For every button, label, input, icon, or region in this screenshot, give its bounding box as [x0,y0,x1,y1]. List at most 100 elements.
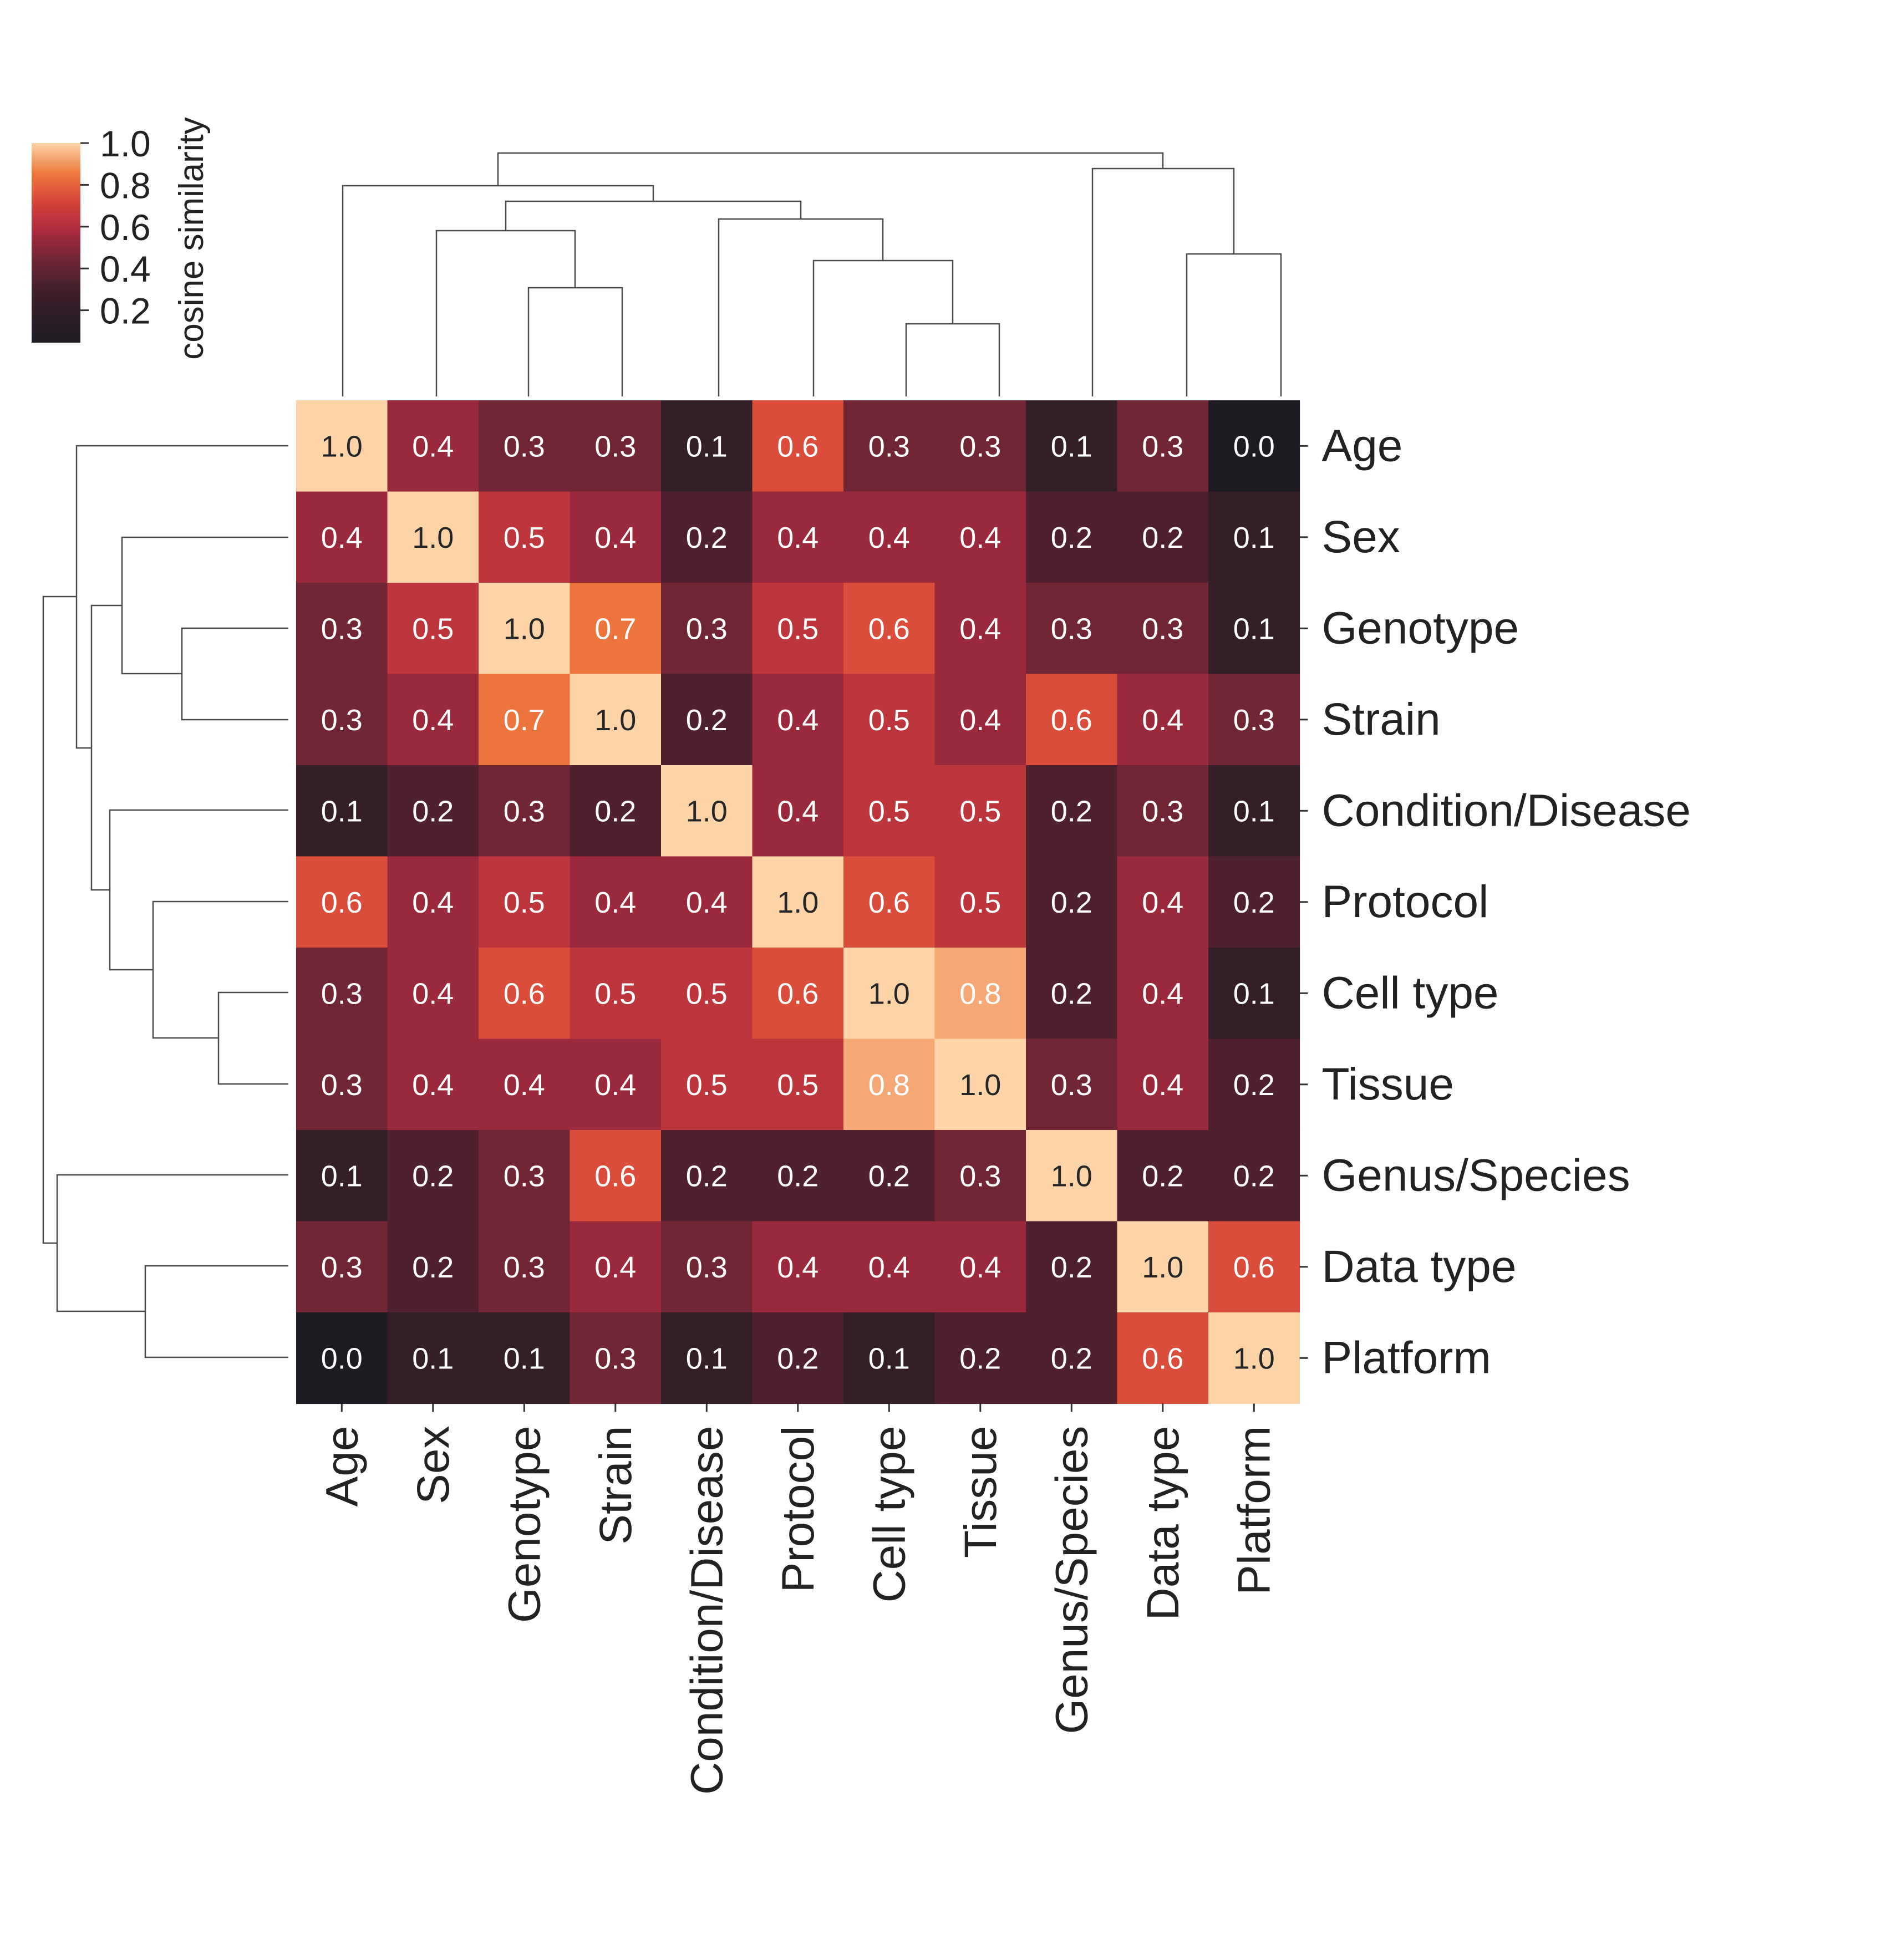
heatmap-cell [479,583,571,675]
column-label: Strain [591,1426,641,1545]
cell-value: 0.0 [321,1342,363,1375]
cell-value: 0.7 [504,704,545,737]
heatmap-cell [570,1038,662,1131]
cell-value: 0.6 [868,886,910,919]
heatmap-cell [296,1130,388,1222]
cell-value: 0.5 [686,977,728,1010]
cell-value: 0.2 [1233,1159,1275,1193]
cell-value: 0.4 [1142,886,1183,919]
dendrogram-link [435,230,576,396]
heatmap-cell [1117,948,1209,1040]
heatmap-cell [296,948,388,1040]
cell-value: 0.4 [412,1068,454,1102]
cell-value: 0.2 [959,1342,1001,1375]
cell-value: 0.4 [594,1068,636,1102]
heatmap-cell [752,1130,844,1222]
heatmap-cell [752,674,844,766]
cell-value: 0.8 [868,1068,910,1102]
heatmap-cell [661,491,753,583]
top-dendrogram [342,152,1282,396]
heatmap-cell [1026,856,1118,948]
cell-value: 0.3 [686,612,728,645]
heatmap-cell [1208,765,1300,857]
cell-value: 0.5 [686,1068,728,1102]
heatmap-cell [479,1130,571,1222]
dendrogram-link [905,323,1000,396]
cell-value: 0.3 [321,704,363,737]
heatmap-cell [752,1221,844,1313]
cell-value: 0.4 [412,977,454,1010]
heatmap-cell [1117,400,1209,492]
cell-value: 1.0 [504,612,545,645]
dendrogram-link [42,595,77,1244]
heatmap-cell [1026,491,1118,583]
dendrogram-link [718,218,884,396]
dendrogram-link [505,200,802,231]
heatmap-cell [661,1130,753,1222]
cell-value: 0.2 [686,704,728,737]
column-label: Cell type [864,1426,914,1603]
cell-value: 0.3 [504,1159,545,1193]
cell-value: 0.5 [777,612,819,645]
heatmap-cell [296,1038,388,1131]
heatmap-cell [1026,583,1118,675]
cell-value: 0.4 [594,1251,636,1284]
heatmap-cell [934,1130,1026,1222]
heatmap-cell [934,1038,1026,1131]
row-label: Genus/Species [1322,1150,1630,1200]
heatmap-cell [570,948,662,1040]
heatmap-cell [661,948,753,1040]
heatmap-cell [296,765,388,857]
heatmap-cell [661,400,753,492]
colorbar-tick-label: 0.6 [100,207,151,248]
cell-annotations: 1.0 0.4 0.3 0.3 0.1 0.6 0.3 0.3 0.1 0.3 0.0 0.4 1.0 0… [321,430,1275,1375]
heatmap-cell [934,674,1026,766]
heatmap-cell [843,856,936,948]
cell-value: 0.1 [1051,430,1092,463]
cell-value: 0.4 [594,521,636,554]
cell-value: 0.2 [1142,1159,1183,1193]
heatmap-cell [296,674,388,766]
cell-value: 0.1 [1233,521,1275,554]
heatmap-cell [479,400,571,492]
cell-value: 0.1 [1233,795,1275,828]
cell-value: 0.6 [504,977,545,1010]
heatmap-cell [843,583,936,675]
cell-value: 0.5 [504,521,545,554]
heatmap-cell [570,674,662,766]
heatmap-cell [387,674,479,766]
cell-value: 0.3 [1142,795,1183,828]
column-label: Condition/Disease [682,1426,732,1795]
cell-value: 0.4 [959,1251,1001,1284]
cell-value: 0.4 [412,430,454,463]
cell-value: 0.4 [321,521,363,554]
dendrogram-link [1091,167,1235,396]
heatmap-cell [570,1221,662,1313]
heatmap-cell [752,765,844,857]
cell-value: 1.0 [777,886,819,919]
cell-value: 0.3 [1233,704,1275,737]
row-label: Age [1322,420,1403,471]
cell-value: 0.1 [412,1342,454,1375]
heatmap-cell [1208,491,1300,583]
heatmap-cell [570,765,662,857]
cell-value: 1.0 [412,521,454,554]
heatmap-cell [752,400,844,492]
heatmap-cell [479,1038,571,1131]
cell-value: 0.1 [686,1342,728,1375]
heatmap-cell [934,856,1026,948]
cell-value: 0.6 [1142,1342,1183,1375]
colorbar-tick-label: 0.8 [100,165,151,206]
heatmap-cell [479,491,571,583]
cell-value: 0.2 [1051,521,1092,554]
dendrogram-link [90,604,122,891]
cell-value: 0.3 [1142,430,1183,463]
cell-value: 0.4 [959,704,1001,737]
heatmap-cell [296,1312,388,1404]
heatmap-cell [934,948,1026,1040]
heatmap-cell [843,765,936,857]
heatmap-cell [752,1038,844,1131]
cell-value: 0.5 [959,795,1001,828]
cell-value: 0.2 [777,1342,819,1375]
heatmap-cell [296,583,388,675]
